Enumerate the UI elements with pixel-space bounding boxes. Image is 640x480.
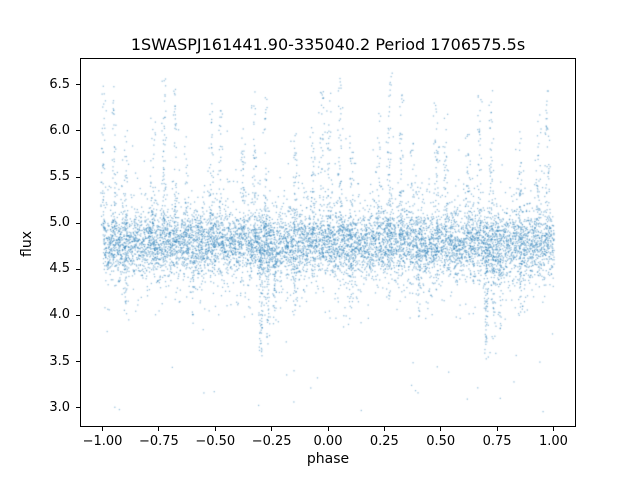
- y-tick-mark: [76, 84, 80, 86]
- x-tick-mark: [440, 427, 442, 431]
- x-tick-mark: [102, 427, 104, 431]
- x-tick-mark: [552, 427, 554, 431]
- x-tick-label: −0.50: [195, 434, 236, 449]
- chart-title: 1SWASPJ161441.90-335040.2 Period 1706575…: [130, 35, 526, 54]
- y-tick-label: 6.5: [49, 76, 70, 92]
- y-tick-mark: [76, 130, 80, 132]
- x-tick-mark: [327, 427, 329, 431]
- x-tick-label: −1.00: [82, 434, 123, 449]
- y-tick-mark: [76, 222, 80, 224]
- x-tick-mark: [214, 427, 216, 431]
- x-tick-label: −0.75: [138, 434, 179, 449]
- y-tick-mark: [76, 176, 80, 178]
- y-tick-mark: [76, 268, 80, 270]
- x-tick-label: 0.25: [369, 434, 399, 449]
- y-tick-label: 4.0: [49, 307, 70, 323]
- x-tick-label: 0.00: [313, 434, 343, 449]
- x-tick-label: 1.00: [538, 434, 568, 449]
- x-tick-mark: [383, 427, 385, 431]
- x-tick-mark: [158, 427, 160, 431]
- y-tick-label: 3.5: [49, 353, 70, 369]
- y-tick-label: 4.5: [49, 261, 70, 277]
- y-tick-mark: [76, 407, 80, 409]
- y-tick-mark: [76, 314, 80, 316]
- x-tick-label: 0.50: [426, 434, 456, 449]
- x-tick-label: 0.75: [482, 434, 512, 449]
- x-tick-mark: [271, 427, 273, 431]
- y-tick-label: 3.0: [49, 399, 70, 415]
- x-tick-mark: [496, 427, 498, 431]
- x-axis-label: phase: [306, 451, 350, 467]
- y-tick-label: 5.0: [49, 215, 70, 231]
- y-tick-label: 5.5: [49, 169, 70, 184]
- y-tick-mark: [76, 361, 80, 362]
- scatter-points-canvas: [80, 58, 576, 427]
- y-tick-label: 6.0: [49, 122, 70, 138]
- x-tick-label: −0.25: [251, 434, 292, 449]
